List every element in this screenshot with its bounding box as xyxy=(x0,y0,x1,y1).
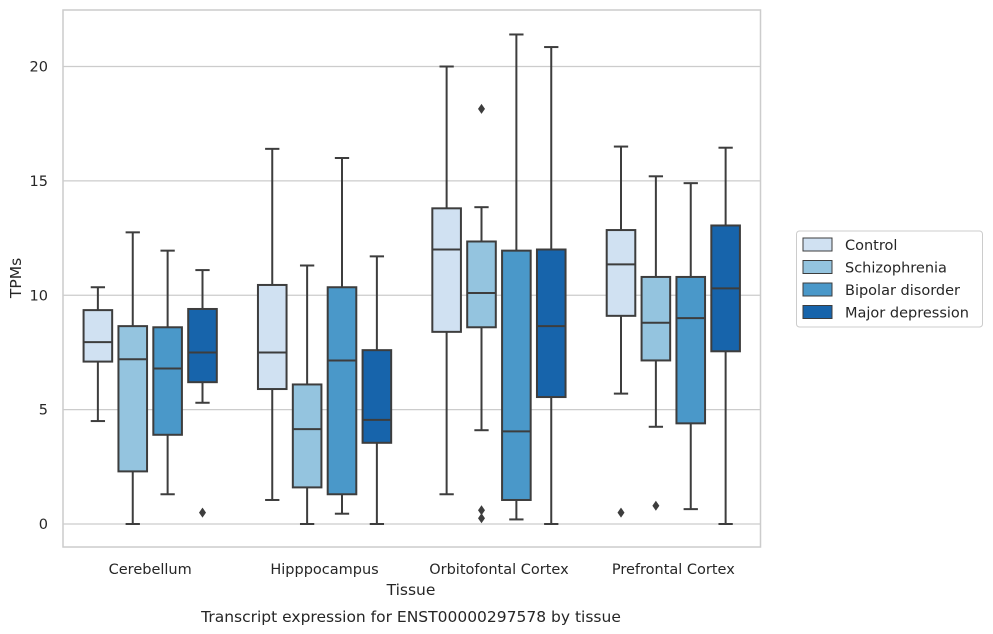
box-control xyxy=(256,147,288,501)
legend-swatch xyxy=(802,237,833,252)
iqr-box xyxy=(82,309,114,363)
x-axis-label: Tissue xyxy=(386,581,436,599)
chart-caption: Transcript expression for ENST0000029757… xyxy=(200,608,621,626)
iqr-box xyxy=(361,349,393,444)
legend-swatch xyxy=(802,260,833,274)
y-tick-label: 5 xyxy=(39,403,48,419)
y-axis-label: TPMs xyxy=(7,258,25,299)
outlier-point xyxy=(617,507,625,518)
iqr-box xyxy=(640,275,672,362)
x-tick-label: Prefrontal Cortex xyxy=(612,562,735,578)
y-tick-labels: 0 5 10 15 20 xyxy=(30,60,48,534)
iqr-box xyxy=(152,326,183,436)
x-tick-label: Orbitofontal Cortex xyxy=(429,562,569,578)
legend-label: Bipolar disorder xyxy=(845,283,960,299)
box-control xyxy=(431,65,462,496)
outlier-point xyxy=(199,507,206,518)
box-bipolar-disorder xyxy=(152,249,183,496)
legend-item-major-depression: Major depression xyxy=(802,305,969,322)
iqr-box xyxy=(466,240,497,329)
legend-swatch xyxy=(802,305,833,319)
box-bipolar-disorder xyxy=(501,33,532,521)
x-tick-labels: Cerebellum Hipppocampus Orbitofontal Corte… xyxy=(109,562,736,578)
plot-frame xyxy=(62,9,762,548)
iqr-box xyxy=(117,325,149,473)
iqr-box xyxy=(187,307,218,384)
outlier-point xyxy=(478,513,485,524)
box-major-depression xyxy=(187,269,218,518)
box-schizophrenia xyxy=(640,175,672,511)
iqr-box xyxy=(501,249,532,501)
box-major-depression xyxy=(710,146,741,525)
outlier-point xyxy=(478,103,485,114)
iqr-box xyxy=(256,283,288,391)
iqr-box xyxy=(326,286,358,496)
y-tick-label: 10 xyxy=(30,288,48,304)
legend-item-schizophrenia: Schizophrenia xyxy=(802,260,947,277)
legend-item-bipolar-disorder: Bipolar disorder xyxy=(802,282,960,299)
iqr-box xyxy=(675,275,707,425)
box-bipolar-disorder xyxy=(675,182,707,511)
legend-label: Major depression xyxy=(845,306,969,322)
legend-item-control: Control xyxy=(802,237,897,254)
box-groups xyxy=(82,33,741,525)
box-major-depression xyxy=(535,46,567,525)
box-schizophrenia xyxy=(291,264,323,525)
x-tick-label: Hipppocampus xyxy=(270,562,378,578)
y-tick-label: 20 xyxy=(30,60,48,76)
outlier-point xyxy=(478,505,485,516)
box-bipolar-disorder xyxy=(326,157,358,515)
legend: Control Schizophrenia Bipolar disorder Majo… xyxy=(796,230,983,328)
box-major-depression xyxy=(361,255,393,525)
iqr-box xyxy=(291,383,323,489)
legend-label: Schizophrenia xyxy=(845,261,947,277)
iqr-box xyxy=(431,207,462,333)
iqr-box xyxy=(535,248,567,399)
box-control xyxy=(605,145,637,518)
box-schizophrenia xyxy=(466,103,497,524)
legend-frame xyxy=(796,230,983,328)
y-tick-label: 0 xyxy=(39,517,48,533)
x-tick-label: Cerebellum xyxy=(109,562,192,578)
outlier-point xyxy=(652,500,660,511)
iqr-box xyxy=(605,229,637,317)
y-tick-label: 15 xyxy=(30,174,48,190)
box-control xyxy=(82,286,114,423)
legend-label: Control xyxy=(845,238,897,254)
legend-swatch xyxy=(802,282,833,297)
box-schizophrenia xyxy=(117,231,149,525)
